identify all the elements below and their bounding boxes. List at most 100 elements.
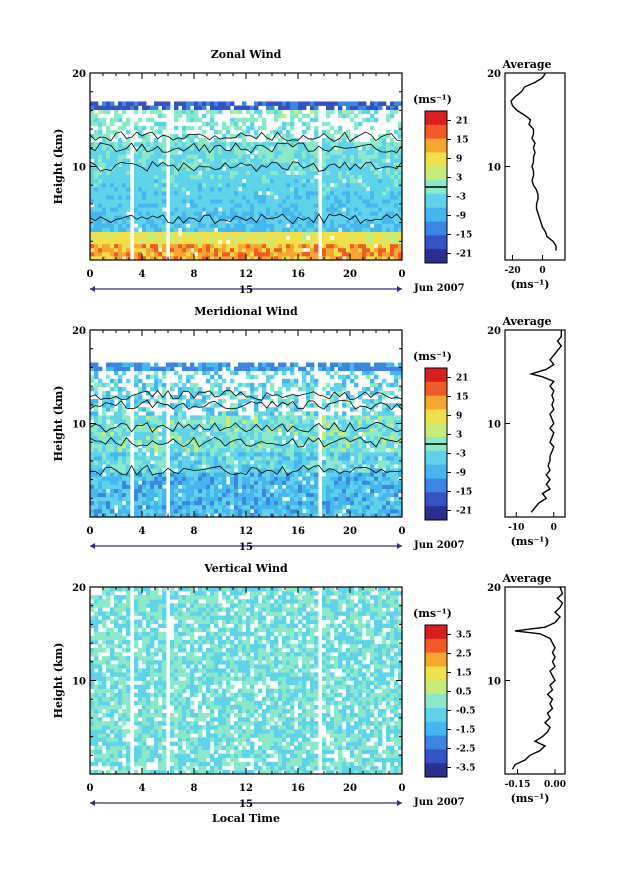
- heatmap-cell: [90, 496, 95, 502]
- heatmap-cell: [118, 247, 123, 253]
- heatmap-cell: [142, 435, 147, 441]
- heatmap-cell: [118, 456, 123, 461]
- heatmap-cell: [350, 419, 355, 424]
- heatmap-cell: [94, 431, 99, 437]
- heatmap-cell: [90, 235, 95, 241]
- heatmap-cell: [122, 451, 127, 457]
- heatmap-cell: [314, 239, 319, 245]
- heatmap-cell: [298, 472, 303, 477]
- heatmap-cell: [110, 447, 115, 453]
- heatmap-cell: [150, 194, 155, 200]
- heatmap-cell: [282, 203, 287, 208]
- heatmap-cell: [198, 162, 203, 167]
- heatmap-cell: [274, 419, 279, 424]
- heatmap-cell: [178, 464, 183, 469]
- heatmap-cell: [294, 162, 299, 167]
- heatmap-cell: [198, 142, 203, 147]
- heatmap-cell: [350, 219, 355, 224]
- heatmap-cell: [338, 464, 343, 469]
- heatmap-cell: [270, 190, 275, 196]
- heatmap-cell: [270, 154, 275, 159]
- heatmap-cell: [254, 235, 259, 241]
- heatmap-cell: [258, 223, 263, 228]
- heatmap-cell: [262, 500, 267, 506]
- heatmap-cell: [386, 211, 391, 216]
- heatmap-cell: [314, 488, 319, 494]
- heatmap-cell: [326, 451, 331, 457]
- heatmap-cell: [234, 423, 239, 428]
- heatmap-cell: [262, 190, 267, 196]
- heatmap-cell: [242, 251, 247, 257]
- heatmap-cell: [230, 174, 235, 180]
- heatmap-cell: [302, 170, 307, 176]
- heatmap-cell: [150, 456, 155, 461]
- heatmap-cell: [314, 142, 319, 147]
- heatmap-cell: [398, 447, 403, 453]
- heatmap-cell: [162, 504, 167, 510]
- heatmap-cell: [282, 125, 287, 131]
- heatmap-cell: [294, 231, 299, 237]
- heatmap-cell: [218, 496, 223, 502]
- heatmap-cell: [90, 133, 95, 139]
- heatmap-cell: [106, 395, 111, 400]
- heatmap-cell: [370, 500, 375, 506]
- heatmap-cell: [262, 435, 267, 441]
- heatmap-cell: [242, 382, 247, 388]
- heatmap-cell: [94, 178, 99, 184]
- heatmap-cell: [330, 484, 335, 489]
- heatmap-cell: [158, 178, 163, 184]
- heatmap-cell: [214, 504, 219, 510]
- heatmap-cell: [366, 504, 371, 510]
- heatmap-cell: [398, 194, 403, 200]
- heatmap-cell: [338, 508, 343, 514]
- heatmap-cell: [278, 435, 283, 441]
- heatmap-cell: [142, 382, 147, 388]
- heatmap-cell: [114, 158, 119, 163]
- heatmap-cell: [194, 370, 199, 376]
- heatmap-cell: [338, 170, 343, 176]
- heatmap-cell: [98, 117, 103, 123]
- heatmap-cell: [266, 366, 271, 372]
- heatmap-cell: [362, 488, 367, 494]
- heatmap-cell: [274, 427, 279, 433]
- heatmap-cell: [290, 158, 295, 163]
- heatmap-cell: [206, 476, 211, 481]
- heatmap-cell: [266, 500, 271, 506]
- heatmap-cell: [246, 235, 251, 241]
- heatmap-cell: [262, 146, 267, 151]
- x-tick-label: 0: [399, 269, 406, 280]
- heatmap-cell: [346, 366, 351, 372]
- heatmap-cell: [190, 500, 195, 506]
- heatmap-cell: [214, 419, 219, 424]
- heatmap-cell: [250, 431, 255, 437]
- heatmap-cell: [246, 472, 251, 477]
- heatmap-cell: [374, 468, 379, 473]
- heatmap-cell: [278, 199, 283, 204]
- heatmap-cell: [94, 443, 99, 449]
- heatmap-cell: [194, 203, 199, 208]
- heatmap-cell: [326, 460, 331, 465]
- heatmap-cell: [134, 464, 139, 469]
- heatmap-cell: [242, 207, 247, 212]
- heatmap-cell: [202, 488, 207, 494]
- heatmap-cell: [154, 186, 159, 192]
- heatmap-cell: [90, 488, 95, 494]
- heatmap-cell: [362, 203, 367, 208]
- heatmap-cell: [182, 101, 187, 106]
- heatmap-cell: [282, 154, 287, 159]
- heatmap-cell: [278, 390, 283, 396]
- heatmap-cell: [158, 182, 163, 188]
- heatmap-cell: [234, 170, 239, 176]
- heatmap-cell: [234, 166, 239, 171]
- heatmap-cell: [162, 415, 167, 420]
- heatmap-cell: [230, 243, 235, 249]
- heatmap-cell: [174, 138, 179, 143]
- heatmap-cell: [126, 443, 131, 449]
- heatmap-cell: [122, 109, 127, 115]
- heatmap-cell: [366, 178, 371, 184]
- heatmap-cell: [262, 423, 267, 428]
- heatmap-cell: [98, 239, 103, 245]
- heatmap-cell: [314, 480, 319, 485]
- heatmap-cell: [294, 215, 299, 220]
- heatmap-cell: [230, 390, 235, 396]
